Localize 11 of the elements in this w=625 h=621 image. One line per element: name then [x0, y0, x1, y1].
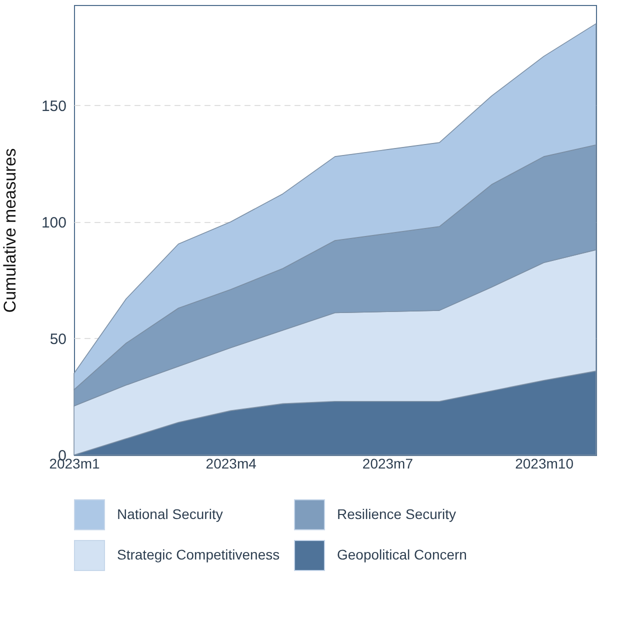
y-tick-label: 50 — [50, 330, 66, 348]
legend-label: Geopolitical Concern — [337, 546, 467, 562]
legend-label: Strategic Competitiveness — [117, 546, 280, 562]
legend-label: National Security — [117, 506, 223, 522]
x-tick-label: 2023m7 — [362, 456, 414, 472]
legend-label: Resilience Security — [337, 506, 456, 522]
x-tick-label: 2023m10 — [515, 456, 574, 472]
y-tick-label: 150 — [41, 98, 66, 115]
x-tick-label: 2023m4 — [206, 456, 257, 472]
y-axis-title: Cumulative measures — [0, 148, 20, 313]
y-tick-label: 100 — [41, 214, 66, 232]
